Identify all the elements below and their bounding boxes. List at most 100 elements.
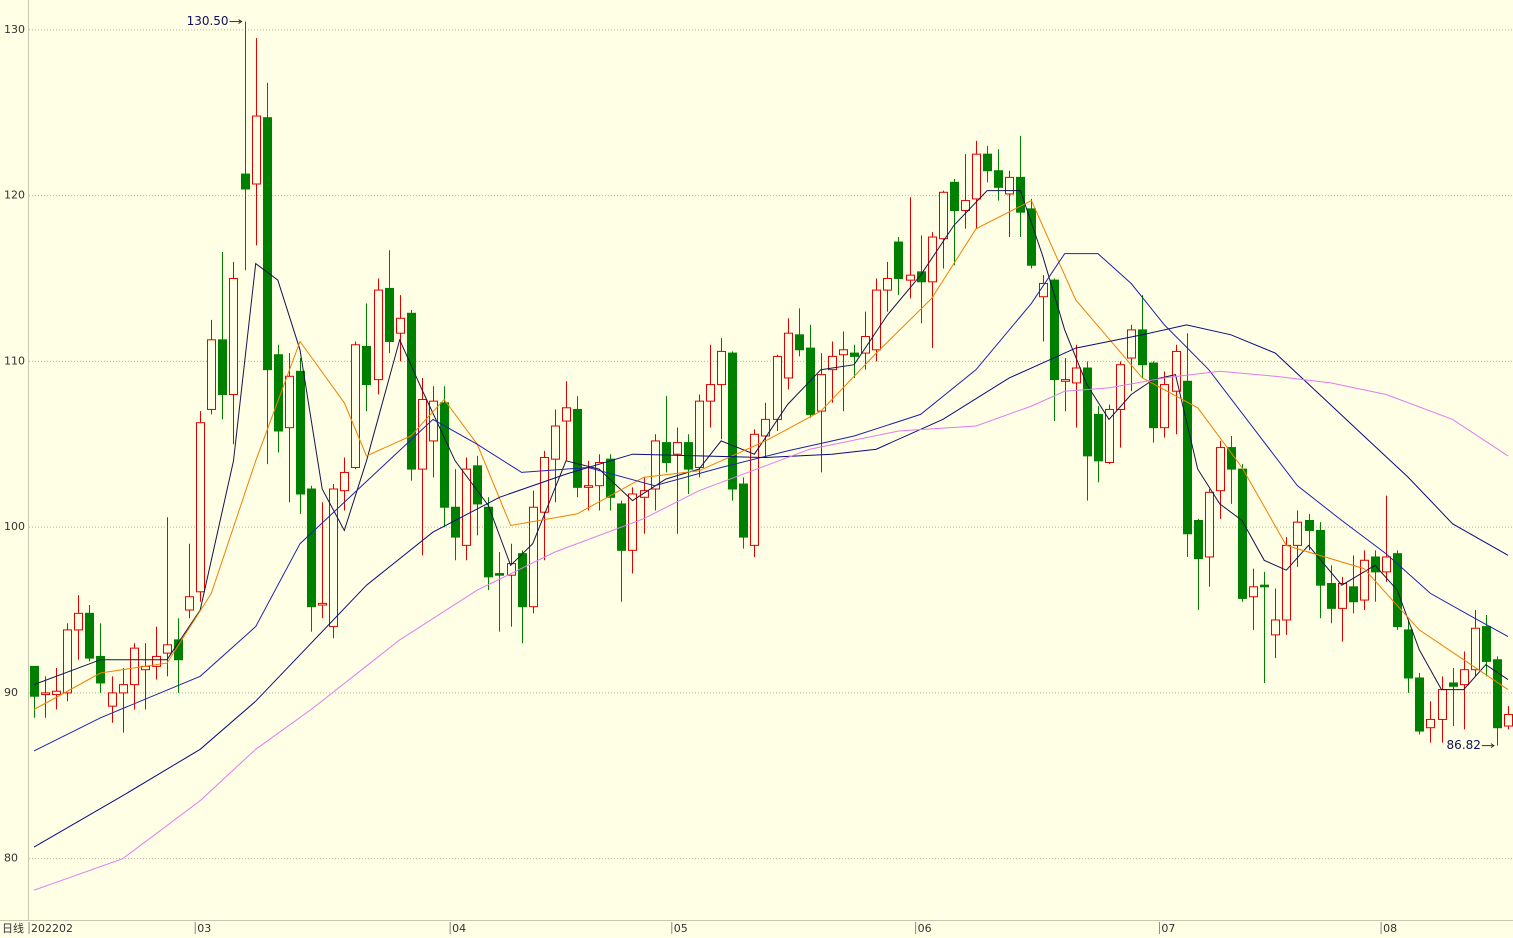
annotation-arrow-head xyxy=(238,19,243,24)
candle-body xyxy=(1404,629,1413,679)
candle-body xyxy=(507,563,516,576)
candle-body xyxy=(529,506,538,608)
annotation-arrow-head xyxy=(1490,743,1495,749)
candle-body xyxy=(119,684,128,694)
candle-body xyxy=(595,461,604,487)
candle-body xyxy=(673,442,682,455)
candle-body xyxy=(30,665,39,697)
candle-body xyxy=(1160,384,1169,429)
candle-body xyxy=(274,354,283,432)
candle-body xyxy=(861,336,870,354)
candle-body xyxy=(1061,379,1070,382)
candle-body xyxy=(96,655,105,684)
candle-body xyxy=(1482,626,1491,662)
candle-body xyxy=(362,345,371,386)
candle-body xyxy=(662,442,671,463)
candle-body xyxy=(1149,362,1158,429)
candle-body xyxy=(1039,282,1048,298)
candle-body xyxy=(551,425,560,460)
candle-body xyxy=(584,485,593,488)
candle-body xyxy=(429,400,438,442)
candle-body xyxy=(462,468,471,546)
candle-body xyxy=(1050,279,1059,381)
candle-body xyxy=(1471,627,1480,671)
annotation-label: 86.82 xyxy=(1447,738,1481,752)
candle-body xyxy=(1460,669,1469,686)
candle-body xyxy=(1216,447,1225,492)
candle-body xyxy=(1127,329,1136,359)
x-tick-label: 04 xyxy=(452,922,466,935)
candle-body xyxy=(1138,329,1147,366)
candle-body xyxy=(883,277,892,291)
annotation-label: 130.50 xyxy=(187,14,229,28)
candle-body xyxy=(1493,659,1502,729)
candle-body xyxy=(74,612,83,631)
candle-body xyxy=(695,400,704,468)
candle-body xyxy=(1116,364,1125,410)
candle-body xyxy=(385,287,394,342)
candle-body xyxy=(651,440,660,490)
candle-body xyxy=(1360,559,1369,601)
candle-body xyxy=(573,408,582,488)
candle-body xyxy=(418,398,427,470)
candle-body xyxy=(229,277,238,396)
x-tick-label: 06 xyxy=(918,922,932,935)
candle-body xyxy=(972,153,981,200)
ma-line xyxy=(33,253,1509,752)
candle-body xyxy=(850,352,859,357)
candle-body xyxy=(1426,718,1435,729)
candle-body xyxy=(440,402,449,508)
ma-line xyxy=(33,370,1509,891)
candle-body xyxy=(1105,408,1114,463)
candle-body xyxy=(1238,468,1247,599)
candle-body xyxy=(163,644,172,654)
candle-body xyxy=(1316,529,1325,586)
candle-body xyxy=(374,289,383,381)
candle-body xyxy=(1205,491,1214,558)
candle-body xyxy=(1349,586,1358,603)
candle-body xyxy=(961,200,970,212)
candle-body xyxy=(1016,176,1025,213)
candle-body xyxy=(606,458,615,498)
candle-body xyxy=(540,457,549,513)
candle-body xyxy=(1282,544,1291,621)
candle-body xyxy=(207,339,216,410)
candle-body xyxy=(750,433,759,546)
candle-body xyxy=(1072,367,1081,384)
candle-body xyxy=(828,355,837,371)
candle-body xyxy=(1293,521,1302,546)
candle-body xyxy=(1305,520,1314,531)
ma-line xyxy=(33,190,1509,691)
candle-body xyxy=(1094,413,1103,462)
candle-body xyxy=(1504,713,1513,727)
candle-body xyxy=(906,274,915,281)
candle-body xyxy=(351,344,360,468)
candle-body xyxy=(174,639,183,661)
x-tick-label: 07 xyxy=(1161,922,1175,935)
x-tick-label: 202202 xyxy=(31,922,73,935)
candle-body xyxy=(518,553,527,608)
x-tick-label: 05 xyxy=(674,922,688,935)
candle-body xyxy=(252,115,261,185)
candle-body xyxy=(1371,556,1380,573)
candle-body xyxy=(928,236,937,283)
candle-body xyxy=(839,349,848,356)
candle-body xyxy=(285,375,294,429)
y-tick-label: 100 xyxy=(4,520,25,533)
candle-body xyxy=(1449,682,1458,687)
candle-body xyxy=(152,655,161,667)
candle-body xyxy=(950,181,959,212)
candle-body xyxy=(1172,350,1181,392)
candle-body xyxy=(795,334,804,351)
candle-body xyxy=(495,573,504,576)
candle-body xyxy=(1083,367,1092,457)
candle-body xyxy=(1271,619,1280,636)
candle-body xyxy=(706,384,715,402)
x-tick-label: 03 xyxy=(197,922,211,935)
y-tick-label: 130 xyxy=(4,23,25,36)
candle-body xyxy=(728,352,737,490)
ma-line xyxy=(33,199,1509,710)
candle-body xyxy=(562,407,571,422)
